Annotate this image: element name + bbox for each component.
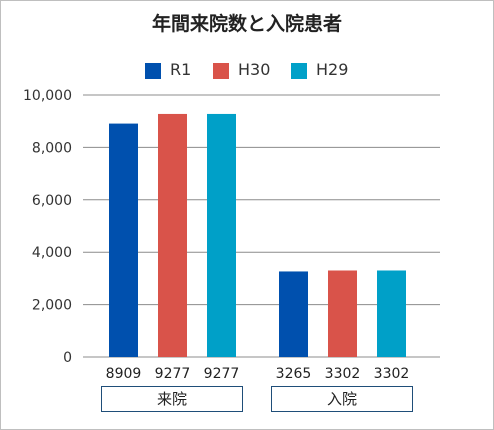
bar-value-label-0-2: 9277	[204, 366, 240, 382]
bar-value-label-1-2: 3302	[374, 366, 410, 382]
bar-0-0	[109, 123, 138, 357]
chart-title: 年間来院数と入院患者	[151, 13, 342, 35]
legend-label-r1: R1	[170, 60, 192, 79]
bar-1-1	[328, 270, 357, 357]
bar-value-label-0-1: 9277	[155, 366, 191, 382]
bar-0-2	[207, 113, 236, 357]
y-tick-label-3: 6,000	[32, 193, 72, 209]
bar-1-2	[377, 270, 406, 357]
legend-swatch-r1	[145, 63, 161, 79]
y-tick-label-1: 2,000	[32, 298, 72, 314]
bar-value-label-0-0: 8909	[106, 366, 142, 382]
legend-label-h29: H29	[316, 60, 349, 79]
bar-0-1	[158, 113, 187, 357]
y-tick-label-5: 10,000	[23, 88, 72, 104]
legend-swatch-h30	[213, 63, 229, 79]
legend-swatch-h29	[291, 63, 307, 79]
bar-1-0	[279, 271, 308, 357]
chart-legend: R1 H30 H29	[0, 59, 494, 83]
category-label-nyuin: 入院	[271, 386, 413, 412]
y-tick-label-0: 0	[63, 350, 72, 366]
y-tick-label-2: 4,000	[32, 245, 72, 261]
bar-value-label-1-1: 3302	[325, 366, 361, 382]
category-label-raiin: 来院	[101, 386, 243, 412]
legend-label-h30: H30	[238, 60, 271, 79]
bar-value-label-1-0: 3265	[276, 366, 312, 382]
y-tick-label-4: 8,000	[32, 140, 72, 156]
